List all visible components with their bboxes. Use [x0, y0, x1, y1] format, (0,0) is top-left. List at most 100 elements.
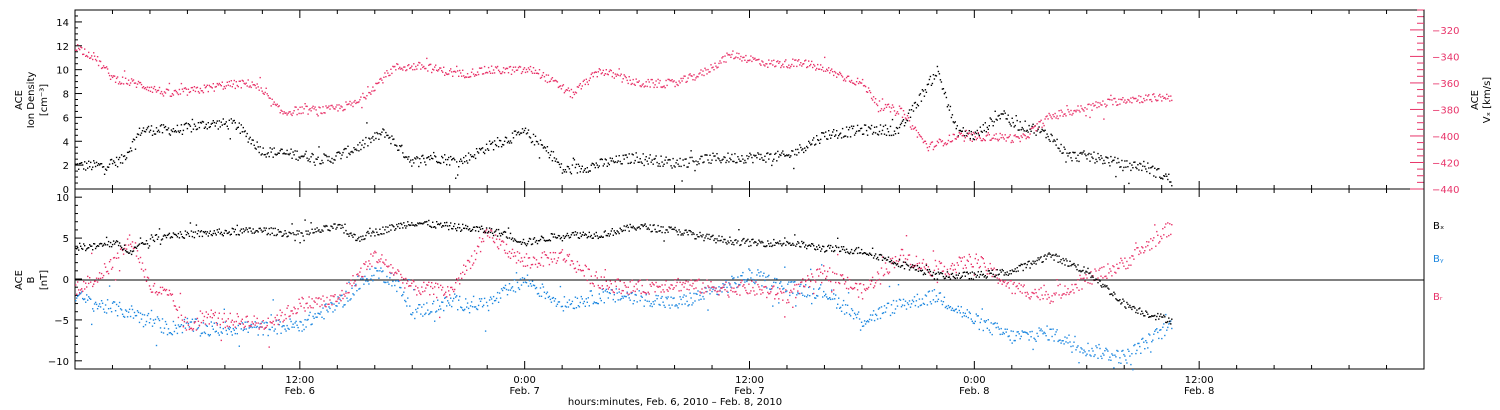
by-point: [533, 284, 536, 287]
vx-point: [173, 90, 176, 92]
bx-point: [351, 234, 353, 237]
by-point: [529, 283, 532, 285]
bz-point: [104, 266, 107, 268]
by-point: [354, 285, 356, 287]
density-point: [767, 152, 769, 154]
by-point: [396, 290, 398, 293]
bx-point: [208, 232, 210, 234]
by-point: [815, 297, 817, 299]
density-point: [262, 147, 264, 149]
bz-point: [99, 277, 102, 280]
bz-point: [1029, 298, 1031, 300]
by-point: [444, 297, 446, 299]
vx-point: [512, 66, 515, 68]
density-point: [88, 160, 90, 162]
density-point: [152, 130, 155, 132]
vx-point: [458, 75, 460, 77]
by-point: [406, 305, 408, 307]
vx-point: [318, 106, 320, 108]
by-point: [992, 323, 994, 325]
density-point: [778, 156, 780, 158]
bz-point: [925, 263, 928, 265]
bx-point: [325, 224, 327, 227]
bz-point: [409, 285, 411, 287]
density-point: [485, 143, 488, 145]
bz-point: [830, 280, 832, 283]
bz-point: [688, 289, 690, 291]
vx-point: [234, 87, 236, 90]
vx-point: [679, 82, 681, 84]
vx-point: [763, 64, 765, 66]
bx-point: [92, 249, 94, 251]
vx-point: [1016, 136, 1018, 138]
bx-point: [194, 231, 197, 233]
density-point: [998, 114, 1000, 117]
density-point: [237, 126, 239, 128]
by-point: [570, 303, 573, 305]
by-point: [1110, 359, 1112, 361]
bz-point: [680, 289, 682, 292]
bz-point: [495, 238, 498, 240]
bz-point: [1006, 283, 1008, 285]
bz-point: [1138, 253, 1140, 256]
bz-point: [958, 256, 960, 258]
by-point: [1009, 339, 1011, 341]
bz-point: [229, 312, 231, 315]
density-point: [985, 131, 987, 133]
by-point: [886, 302, 889, 305]
vx-point: [82, 53, 84, 56]
bz-point: [465, 265, 467, 267]
vx-point: [220, 85, 222, 87]
density-point: [704, 154, 706, 156]
vx-point: [1042, 122, 1044, 125]
by-point: [106, 299, 109, 301]
bx-point: [353, 233, 355, 235]
density-point: [471, 155, 474, 157]
by-point: [1043, 331, 1045, 333]
bz-point: [1155, 245, 1157, 247]
bx-point: [338, 223, 340, 226]
by-point: [498, 292, 501, 294]
density-point: [339, 152, 341, 154]
bz-point: [759, 288, 761, 291]
vx-point: [741, 60, 743, 62]
bz-point: [150, 291, 153, 293]
by-point: [921, 298, 924, 300]
by-point: [182, 324, 185, 327]
by-point: [881, 312, 884, 315]
density-point: [220, 121, 222, 123]
density-point: [230, 118, 232, 120]
bz-point: [888, 271, 891, 273]
vx-point: [373, 90, 375, 92]
bz-point: [299, 302, 301, 305]
vx-point: [1049, 114, 1051, 116]
vx-point: [625, 76, 627, 79]
bz-point: [473, 250, 476, 252]
vx-point: [176, 92, 179, 94]
vx-point: [769, 63, 771, 65]
vx-point: [410, 67, 412, 69]
vx-point: [954, 138, 956, 140]
vx-point: [852, 82, 855, 84]
by-point: [698, 299, 700, 301]
density-point: [916, 103, 919, 106]
bx-point: [250, 230, 252, 232]
bz-point: [924, 268, 927, 270]
by-point: [865, 321, 868, 323]
bz-point: [483, 232, 486, 234]
bz-point: [414, 288, 416, 291]
bz-point: [551, 261, 554, 263]
vx-point: [312, 105, 314, 107]
density-point: [520, 132, 523, 134]
density-point: [433, 151, 435, 154]
vx-point: [553, 80, 556, 82]
by-point: [1062, 340, 1064, 342]
density-point: [595, 162, 597, 164]
vx-point: [237, 85, 239, 88]
vx-point: [1089, 116, 1091, 119]
density-point: [1038, 126, 1040, 128]
density-point: [599, 158, 601, 161]
by-point: [924, 294, 927, 296]
vx-point: [547, 74, 550, 76]
bz-point: [176, 309, 179, 311]
